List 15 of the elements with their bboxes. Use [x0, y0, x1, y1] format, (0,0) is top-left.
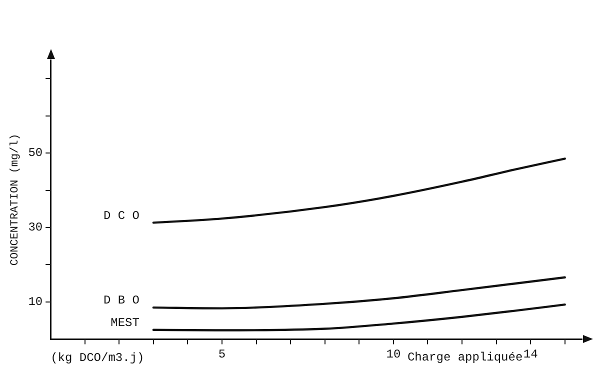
y-axis-title: CONCENTRATION (mg/l) — [10, 134, 22, 266]
text: Charge appliquée — [407, 350, 523, 364]
y-tick-label: 10 — [28, 295, 43, 310]
line-series — [152, 276, 566, 310]
x-tick-label: 10 — [386, 348, 401, 362]
x-axis-title: (kg DCO/m3.j) — [50, 350, 144, 365]
series-label: D B O — [103, 294, 140, 308]
line-series — [152, 303, 566, 332]
x-tick-label: 5 — [218, 348, 226, 362]
x-tick-label: 14 — [523, 348, 538, 362]
series-label: D C O — [103, 208, 140, 223]
series-label: MEST — [110, 316, 140, 330]
y-tick-label: 30 — [28, 220, 43, 235]
y-tick-label: 50 — [28, 146, 43, 160]
line-series — [152, 158, 566, 224]
